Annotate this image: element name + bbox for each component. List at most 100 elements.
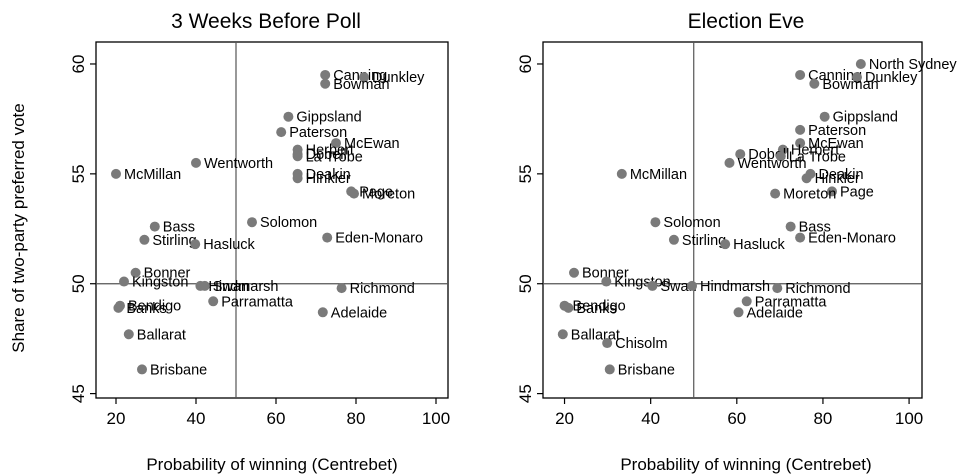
point-label: Hindmarsh <box>208 279 278 295</box>
data-point <box>320 69 331 80</box>
x-tick-label: 20 <box>107 409 126 428</box>
data-point <box>775 151 786 162</box>
x-tick-label: 80 <box>347 409 366 428</box>
data-point <box>569 267 580 278</box>
point-label: Ballarat <box>137 327 186 343</box>
data-point <box>119 276 129 287</box>
point-label: Gippsland <box>296 110 361 126</box>
point-label: Dunkley <box>865 70 918 86</box>
data-point <box>563 302 574 313</box>
x-axis-title: Probability of winning (Centrebet) <box>146 455 397 474</box>
point-label: Moreton <box>783 187 836 203</box>
point-label: Swan <box>660 279 696 295</box>
point-label: Bonner <box>582 266 629 282</box>
data-point <box>855 58 866 69</box>
point-label: Moreton <box>362 187 415 203</box>
data-point <box>130 267 141 278</box>
x-tick-label: 20 <box>555 409 574 428</box>
point-label: Hasluck <box>203 237 255 253</box>
point-label: Solomon <box>663 215 720 231</box>
data-point <box>331 138 341 149</box>
point-label: Kingston <box>132 275 188 291</box>
data-point <box>557 329 568 340</box>
data-point <box>795 124 806 135</box>
point-label: Deakin <box>306 167 351 183</box>
data-point <box>292 173 303 184</box>
point-label: Herbert <box>306 143 354 159</box>
data-point <box>208 296 219 307</box>
data-point <box>772 283 783 294</box>
point-label: McEwan <box>344 136 400 152</box>
point-label: Dobell <box>306 147 347 163</box>
point-label: Stirling <box>152 233 196 249</box>
data-point <box>276 127 287 138</box>
data-point <box>111 168 121 179</box>
data-point <box>647 280 658 291</box>
point-label: North Sydney <box>869 57 958 73</box>
point-label: Bowman <box>822 77 878 93</box>
data-point <box>149 221 160 232</box>
y-tick-label: 50 <box>69 274 88 293</box>
data-point <box>687 280 698 291</box>
x-tick-label: 60 <box>727 409 746 428</box>
point-label: Parramatta <box>221 294 294 310</box>
point-label: La Trobe <box>789 149 846 165</box>
data-point <box>851 72 862 83</box>
data-point <box>137 364 147 375</box>
point-label: Page <box>359 184 393 200</box>
point-label: Richmond <box>785 281 850 297</box>
point-label: Gippsland <box>833 110 898 126</box>
data-point <box>320 78 331 89</box>
data-point <box>785 221 796 232</box>
point-label: Banks <box>126 301 166 317</box>
x-tick-label: 40 <box>187 409 206 428</box>
plot-frame <box>95 41 449 399</box>
data-point <box>322 232 333 243</box>
point-label: Dunkley <box>372 70 425 86</box>
point-label: Ballarat <box>571 327 620 343</box>
point-label: Bass <box>163 220 195 236</box>
point-label: Bendigo <box>573 299 626 315</box>
data-point <box>199 280 210 291</box>
point-label: Stirling <box>682 233 726 249</box>
x-tick-label: 100 <box>422 409 450 428</box>
data-point <box>724 157 735 168</box>
data-point <box>113 302 124 313</box>
point-label: Brisbane <box>150 362 207 378</box>
data-point <box>733 307 744 318</box>
data-point <box>720 239 731 250</box>
point-label: La Trobe <box>306 149 363 165</box>
y-tick-label: 45 <box>516 384 535 403</box>
data-point <box>190 239 201 250</box>
data-point <box>139 234 150 245</box>
x-axis-title: Probability of winning (Centrebet) <box>620 455 871 474</box>
data-point <box>602 338 613 349</box>
point-label: Chisolm <box>615 336 667 352</box>
data-point <box>601 276 612 287</box>
data-point <box>650 217 661 228</box>
x-tick-label: 40 <box>641 409 660 428</box>
y-tick-label: 55 <box>516 164 535 183</box>
point-label: Bass <box>799 220 831 236</box>
point-label: Eden-Monaro <box>335 231 423 247</box>
panel-title: 3 Weeks Before Poll <box>171 10 361 33</box>
data-point <box>247 217 257 228</box>
point-label: Brisbane <box>618 362 675 378</box>
data-point <box>668 234 679 245</box>
y-tick-label: 60 <box>69 55 88 74</box>
plot-frame <box>542 41 923 399</box>
point-label: Canning <box>808 68 862 84</box>
data-point <box>741 296 752 307</box>
data-point <box>191 157 201 168</box>
data-point <box>317 307 328 318</box>
data-point <box>801 173 812 184</box>
point-label: Adelaide <box>331 305 387 321</box>
x-tick-label: 60 <box>267 409 286 428</box>
data-point <box>336 283 347 294</box>
point-label: Richmond <box>350 281 415 297</box>
data-point <box>283 111 294 122</box>
point-label: Deakin <box>818 167 863 183</box>
data-point <box>604 364 615 375</box>
y-tick-label: 60 <box>516 55 535 74</box>
